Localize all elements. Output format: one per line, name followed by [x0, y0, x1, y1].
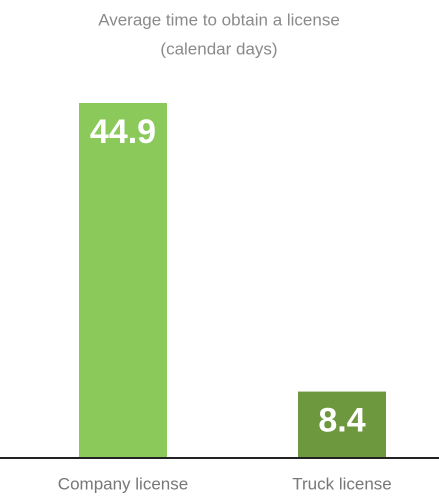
- x-tick-label: Truck license: [292, 474, 392, 493]
- chart-subtitle: (calendar days): [160, 39, 277, 58]
- chart-title: Average time to obtain a license: [98, 10, 340, 29]
- bar: [298, 391, 386, 458]
- value-label: 44.9: [90, 113, 156, 151]
- x-tick-label: Company license: [58, 474, 188, 493]
- value-label: 8.4: [318, 402, 365, 440]
- bar: [79, 103, 167, 458]
